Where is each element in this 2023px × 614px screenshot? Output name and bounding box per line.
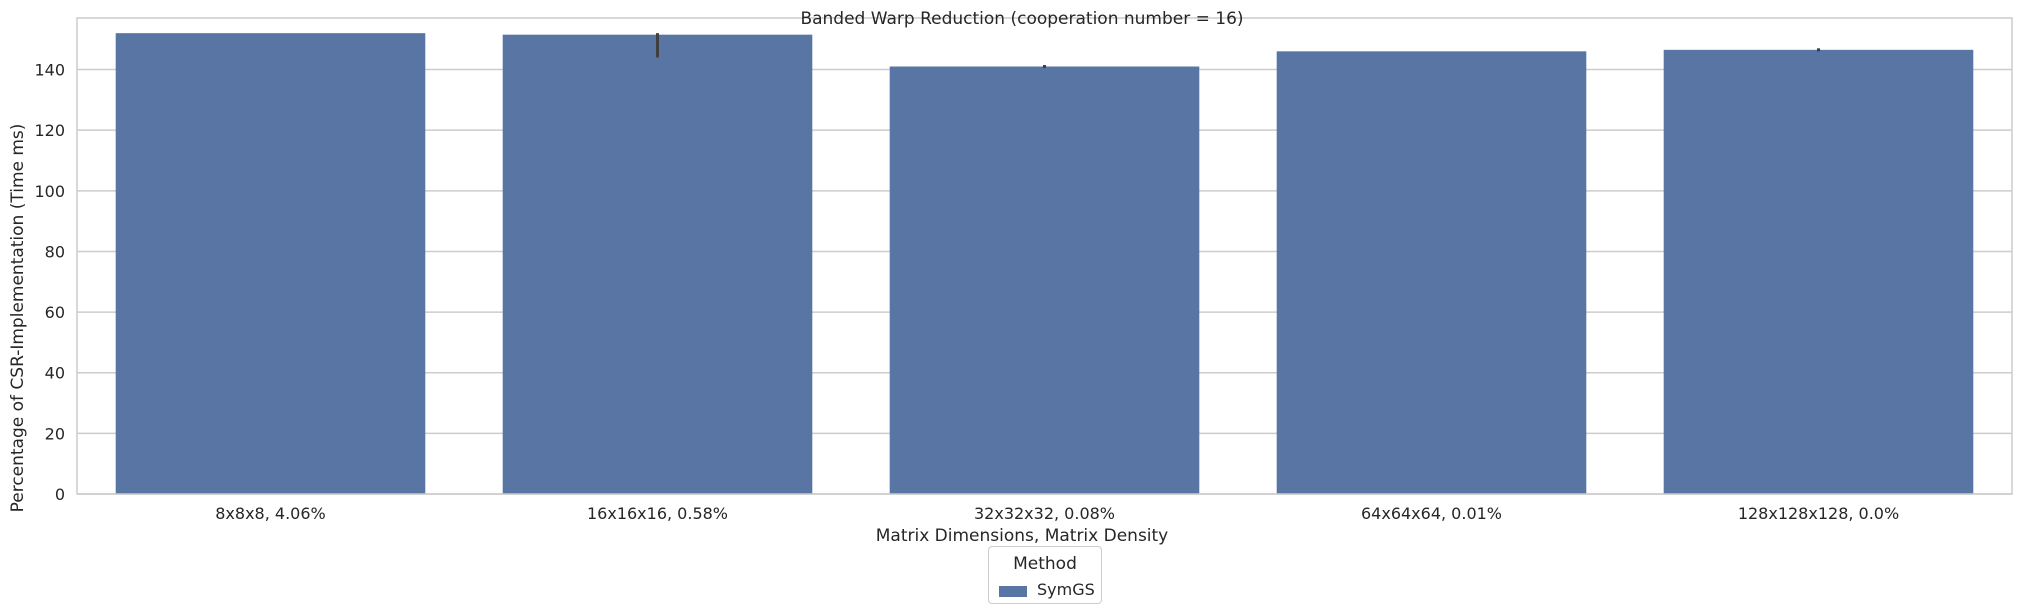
x-tick-label: 64x64x64, 0.01%	[1361, 504, 1502, 523]
legend-swatch-symgs	[999, 586, 1027, 597]
x-tick-label: 32x32x32, 0.08%	[974, 504, 1115, 523]
x-axis-label: Matrix Dimensions, Matrix Density	[876, 526, 1169, 546]
y-tick-label: 120	[34, 121, 65, 140]
bar	[1663, 49, 1974, 494]
y-tick-label: 0	[55, 485, 65, 504]
y-tick-label: 80	[45, 242, 65, 261]
y-tick-label: 140	[34, 61, 65, 80]
y-tick-label: 20	[45, 424, 65, 443]
error-bars	[656, 33, 1820, 69]
bar	[115, 33, 426, 494]
x-tick-label: 128x128x128, 0.0%	[1738, 504, 1899, 523]
chart-title: Banded Warp Reduction (cooperation numbe…	[800, 9, 1243, 29]
legend-label-symgs: SymGS	[1037, 580, 1095, 599]
x-tick-labels: 8x8x8, 4.06% 16x16x16, 0.58% 32x32x32, 0.0…	[215, 504, 1899, 523]
y-tick-label: 100	[34, 182, 65, 201]
bars	[115, 33, 1974, 495]
x-tick-label: 16x16x16, 0.58%	[587, 504, 728, 523]
y-axis-label: Percentage of CSR-Implementation (Time m…	[8, 124, 28, 513]
bar	[1276, 51, 1587, 495]
bar	[889, 66, 1200, 494]
y-tick-label: 60	[45, 303, 65, 322]
legend: Method SymGS	[988, 546, 1102, 604]
legend-title: Method	[1013, 554, 1077, 574]
y-tick-label: 40	[45, 364, 65, 383]
y-tick-labels: 0 20 40 60 80 100 120 140	[34, 61, 65, 504]
plot-frame	[76, 17, 2013, 495]
bar	[502, 34, 813, 494]
x-tick-label: 8x8x8, 4.06%	[215, 504, 325, 523]
